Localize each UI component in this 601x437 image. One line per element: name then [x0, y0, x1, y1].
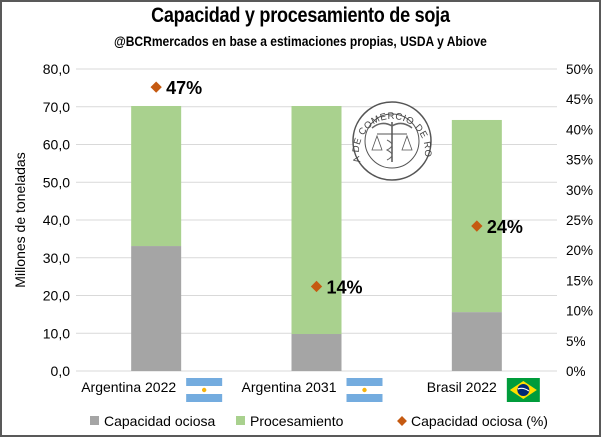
legend-item: Capacidad ociosa [90, 413, 216, 429]
y2-tick-label: 35% [566, 153, 593, 168]
x-tick-label: Argentina 2022 [81, 379, 176, 395]
y-tick-label: 50,0 [43, 174, 70, 190]
point-capacidad-ociosa-pct [471, 220, 483, 232]
x-tick-label: Brasil 2022 [427, 379, 497, 395]
y-tick-label: 60,0 [43, 137, 70, 153]
y-axis-label: Millones de toneladas [12, 152, 28, 287]
x-tick-label: Argentina 2031 [242, 379, 337, 395]
legend-label: Capacidad ociosa [104, 413, 216, 429]
legend-label: Procesamiento [250, 413, 344, 429]
bcr-seal-watermark: BOLSA DE COMERCIO DE ROSARIO [0, 0, 433, 181]
brazil-flag-icon [506, 378, 540, 402]
y-tick-label: 40,0 [43, 212, 70, 228]
chart-title: Capacidad y procesamiento de soja [151, 4, 450, 27]
points: 47% 14% 24% [150, 78, 523, 297]
y-tick-label: 10,0 [43, 325, 70, 341]
legend-label: Capacidad ociosa (%) [411, 413, 548, 429]
bar-capacidad-ociosa [131, 246, 182, 371]
argentina-flag-icon [346, 378, 383, 402]
legend-swatch-icon [90, 416, 99, 425]
bar-procesamiento [451, 119, 502, 313]
y2-tick-label: 10% [566, 304, 593, 319]
y-tick-label: 30,0 [43, 250, 70, 266]
y2-tick-label: 20% [566, 243, 593, 258]
y2-tick-label: 15% [566, 273, 593, 288]
bar-capacidad-ociosa [451, 312, 502, 371]
y-tick-label: 20,0 [43, 288, 70, 304]
y2-tick-label: 40% [566, 122, 593, 137]
legend-item: Capacidad ociosa (%) [397, 413, 548, 429]
legend: Capacidad ociosa Procesamiento Capacidad o… [90, 413, 548, 429]
chart-subtitle: @BCRmercados en base a estimaciones prop… [113, 33, 487, 49]
y-tick-label: 80,0 [43, 61, 70, 77]
legend-item: Procesamiento [236, 413, 344, 429]
data-label: 24% [487, 217, 523, 237]
bar-procesamiento [291, 105, 342, 335]
y-tick-label: 70,0 [43, 99, 70, 115]
x-axis-labels: Argentina 2022 Argentina 2031 Brasil 2022 [81, 378, 540, 402]
y2-axis-ticks: 0% 5% 10% 15% 20% 25% 30% 35% 40% 45% 50% [566, 62, 593, 379]
data-label: 47% [166, 78, 202, 98]
y-tick-label: 0,0 [51, 363, 71, 379]
bars [131, 105, 502, 371]
bar-procesamiento [131, 105, 182, 247]
y2-tick-label: 5% [566, 334, 586, 349]
y2-tick-label: 50% [566, 62, 593, 77]
y2-tick-label: 0% [566, 364, 586, 379]
y2-tick-label: 30% [566, 183, 593, 198]
argentina-flag-icon [186, 378, 223, 402]
y2-tick-label: 45% [566, 92, 593, 107]
y-axis-ticks: 0,0 10,0 20,0 30,0 40,0 50,0 60,0 70,0 80,0 [43, 61, 70, 379]
point-capacidad-ociosa-pct [310, 280, 323, 293]
data-label: 14% [327, 277, 363, 297]
bar-capacidad-ociosa [291, 334, 342, 371]
legend-diamond-icon [397, 416, 407, 426]
point-capacidad-ociosa-pct [150, 81, 162, 93]
legend-swatch-icon [236, 416, 245, 425]
y2-tick-label: 25% [566, 213, 593, 228]
